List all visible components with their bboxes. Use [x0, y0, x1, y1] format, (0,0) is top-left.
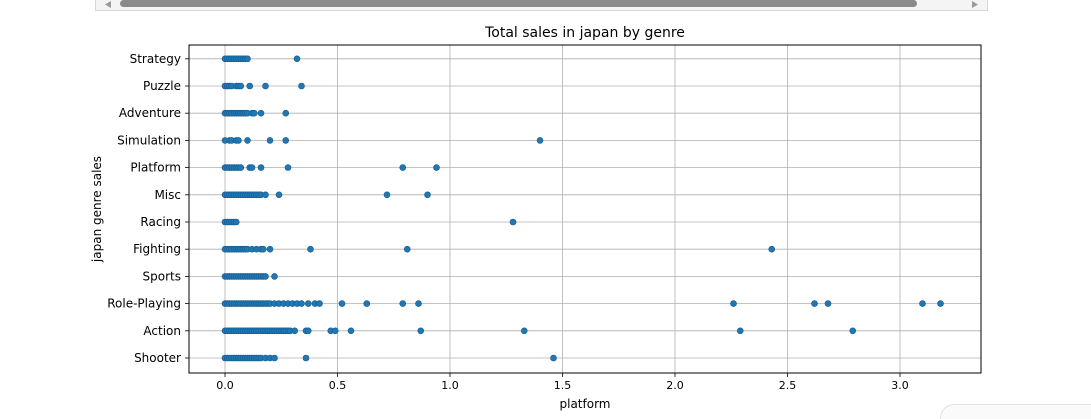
data-point: [433, 164, 440, 171]
data-point: [244, 137, 251, 144]
data-point: [730, 300, 737, 307]
y-tick-label: Adventure: [119, 106, 181, 120]
data-point: [316, 300, 323, 307]
x-tick-label: 1.5: [554, 379, 572, 392]
y-tick-label: Simulation: [117, 133, 181, 147]
horizontal-scrollbar[interactable]: [95, 0, 988, 11]
data-point: [520, 327, 528, 335]
scroll-right-icon[interactable]: [969, 0, 981, 9]
data-point: [259, 245, 267, 253]
data-point: [257, 109, 265, 117]
x-axis-label: platform: [560, 397, 611, 411]
data-point: [250, 109, 258, 117]
y-tick-label: Misc: [154, 188, 181, 202]
data-point: [811, 300, 818, 307]
scrollbar-thumb[interactable]: [120, 0, 917, 7]
y-tick-label: Puzzle: [143, 79, 181, 93]
data-point: [284, 164, 292, 171]
data-point: [262, 273, 269, 280]
data-point: [417, 327, 425, 335]
data-point: [307, 245, 314, 253]
data-point: [536, 137, 544, 144]
data-point: [298, 300, 305, 307]
data-point: [383, 191, 391, 199]
chart-title: Total sales in japan by genre: [484, 25, 685, 41]
data-point: [237, 82, 245, 90]
data-point: [262, 82, 269, 90]
data-point: [331, 327, 339, 335]
data-point: [424, 191, 431, 199]
data-point: [304, 327, 312, 335]
plot-frame: [188, 44, 982, 374]
x-axis-ticks: 0.0 0.5 1.0 1.5 2.0 2.5 3.0: [216, 373, 909, 392]
y-tick-label: Platform: [130, 161, 181, 175]
data-point: [399, 300, 407, 307]
y-tick-label: Sports: [143, 269, 181, 283]
data-point: [244, 55, 251, 63]
data-point: [415, 300, 422, 307]
y-tick-label: Racing: [140, 215, 181, 229]
data-point: [232, 218, 240, 226]
x-tick-label: 1.0: [441, 379, 459, 392]
data-point: [919, 300, 926, 307]
data-points: [221, 55, 944, 362]
data-point: [849, 327, 857, 335]
data-point: [271, 354, 278, 362]
data-point: [347, 327, 355, 335]
data-point: [298, 82, 305, 90]
data-point: [403, 245, 411, 253]
data-point: [282, 137, 290, 144]
data-point: [509, 218, 517, 226]
data-point: [399, 164, 407, 171]
data-point: [293, 55, 301, 63]
data-point: [736, 327, 744, 335]
data-point: [338, 300, 346, 307]
data-point: [257, 164, 265, 171]
panel-corner: [940, 404, 1091, 419]
y-tick-label: Role-Playing: [107, 297, 181, 311]
x-tick-label: 3.0: [891, 379, 909, 392]
data-point: [271, 273, 278, 280]
data-point: [550, 354, 557, 362]
scroll-left-icon[interactable]: [102, 0, 114, 9]
y-axis-ticks: Shooter Action Role-Playing Sports Fighting R…: [107, 52, 189, 365]
data-point: [304, 300, 312, 307]
data-point: [937, 300, 944, 307]
x-tick-label: 0.0: [216, 379, 234, 392]
data-point: [291, 327, 299, 335]
data-point: [246, 82, 254, 90]
data-point: [266, 137, 274, 144]
data-point: [824, 300, 832, 307]
data-point: [302, 354, 310, 362]
y-axis-label: japan genre sales: [90, 156, 104, 263]
data-point: [768, 245, 776, 253]
y-tick-label: Shooter: [134, 351, 181, 365]
data-point: [237, 164, 245, 171]
data-point: [275, 191, 283, 199]
x-tick-label: 2.0: [666, 379, 684, 392]
data-point: [235, 137, 242, 144]
data-point: [248, 164, 256, 171]
data-point: [282, 109, 290, 117]
x-tick-label: 0.5: [329, 379, 347, 392]
data-point: [363, 300, 371, 307]
data-point: [266, 245, 274, 253]
y-tick-label: Fighting: [133, 242, 181, 256]
x-tick-label: 2.5: [779, 379, 797, 392]
y-tick-label: Action: [143, 324, 181, 338]
y-tick-label: Strategy: [130, 52, 181, 66]
gridlines: [189, 45, 981, 373]
data-point: [262, 191, 269, 199]
